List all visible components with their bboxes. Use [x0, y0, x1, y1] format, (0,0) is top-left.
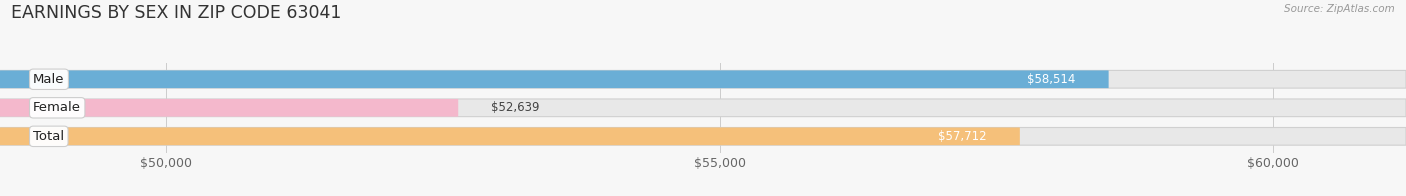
Text: $52,639: $52,639 — [492, 101, 540, 114]
Text: Total: Total — [34, 130, 65, 143]
FancyBboxPatch shape — [0, 99, 458, 117]
Text: EARNINGS BY SEX IN ZIP CODE 63041: EARNINGS BY SEX IN ZIP CODE 63041 — [11, 4, 342, 22]
Text: $57,712: $57,712 — [938, 130, 987, 143]
Text: Male: Male — [34, 73, 65, 86]
FancyBboxPatch shape — [0, 70, 1109, 88]
Text: Female: Female — [34, 101, 82, 114]
FancyBboxPatch shape — [0, 70, 1406, 88]
FancyBboxPatch shape — [0, 127, 1019, 145]
FancyBboxPatch shape — [0, 127, 1406, 145]
FancyBboxPatch shape — [0, 99, 1406, 117]
Text: $58,514: $58,514 — [1026, 73, 1076, 86]
Text: Source: ZipAtlas.com: Source: ZipAtlas.com — [1284, 4, 1395, 14]
